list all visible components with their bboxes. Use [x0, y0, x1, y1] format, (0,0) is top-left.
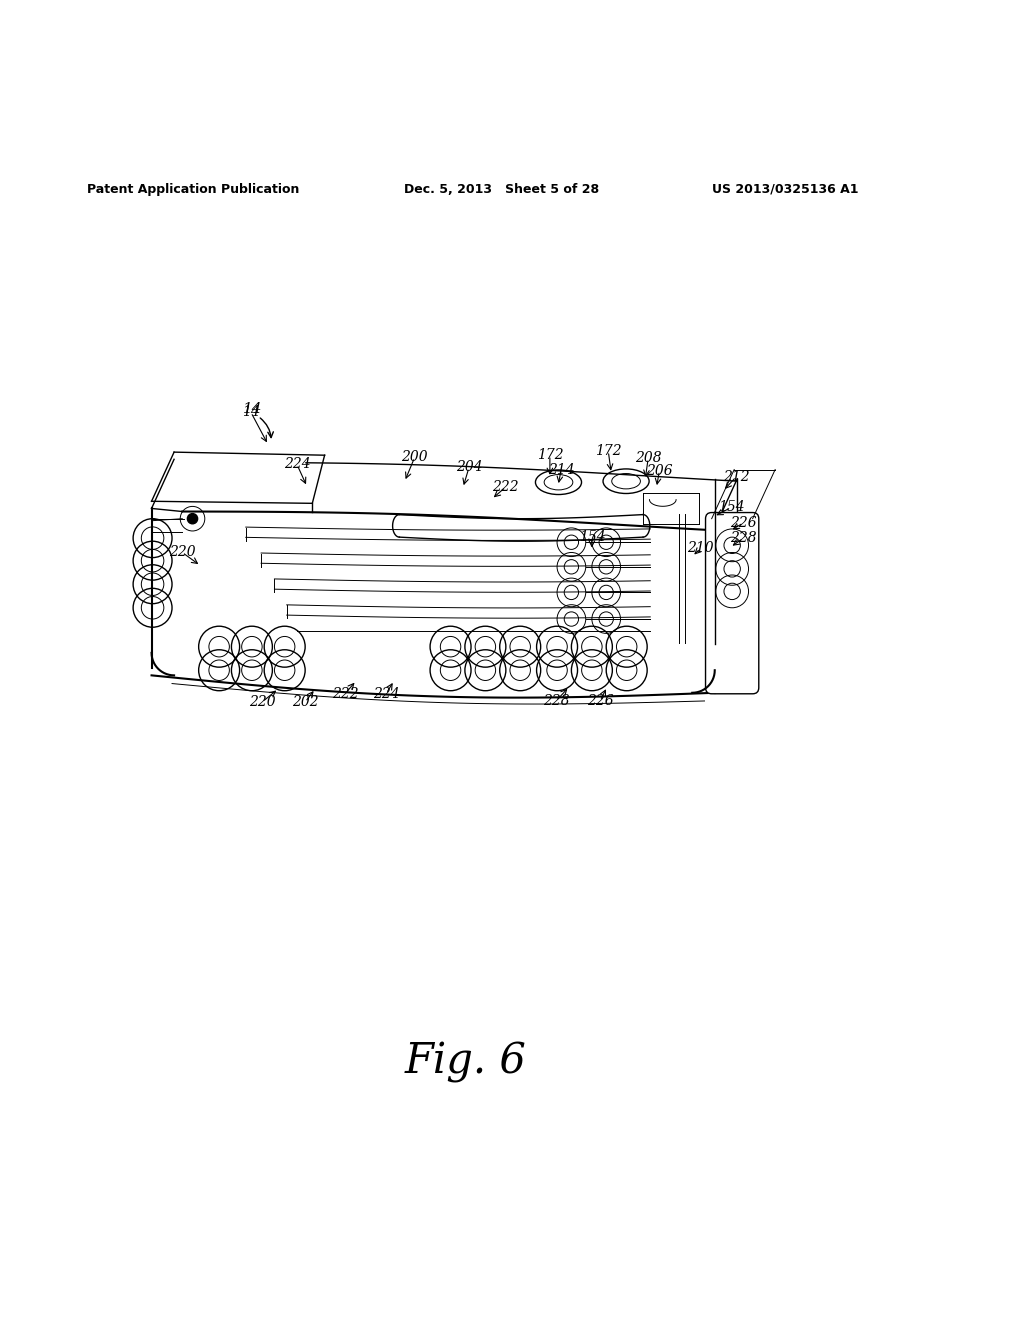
Text: 220: 220	[169, 545, 196, 560]
Circle shape	[187, 513, 198, 524]
FancyBboxPatch shape	[706, 512, 759, 694]
Text: 206: 206	[646, 463, 673, 478]
Text: 224: 224	[284, 458, 310, 471]
Text: 154: 154	[718, 500, 744, 515]
Text: 222: 222	[332, 686, 358, 701]
Text: 200: 200	[401, 450, 428, 465]
Text: 226: 226	[587, 694, 613, 708]
Text: 226: 226	[730, 516, 757, 529]
Text: 208: 208	[635, 451, 662, 465]
Text: 228: 228	[543, 694, 569, 708]
Text: 220: 220	[249, 696, 275, 709]
Text: 204: 204	[456, 461, 482, 474]
Text: 222: 222	[493, 480, 519, 494]
Text: 210: 210	[687, 541, 714, 556]
Text: 154: 154	[579, 531, 605, 544]
Text: Patent Application Publication: Patent Application Publication	[87, 182, 299, 195]
Text: 172: 172	[595, 444, 622, 458]
Text: 228: 228	[730, 531, 757, 545]
Text: 214: 214	[548, 462, 574, 477]
Text: 224: 224	[373, 686, 399, 701]
Text: Dec. 5, 2013   Sheet 5 of 28: Dec. 5, 2013 Sheet 5 of 28	[404, 182, 600, 195]
Text: US 2013/0325136 A1: US 2013/0325136 A1	[712, 182, 858, 195]
Text: 212: 212	[723, 470, 750, 483]
Text: 202: 202	[292, 696, 318, 709]
Text: Fig. 6: Fig. 6	[404, 1041, 526, 1082]
Text: 14: 14	[242, 405, 260, 420]
Text: 172: 172	[537, 449, 563, 462]
Text: 14: 14	[243, 403, 263, 416]
